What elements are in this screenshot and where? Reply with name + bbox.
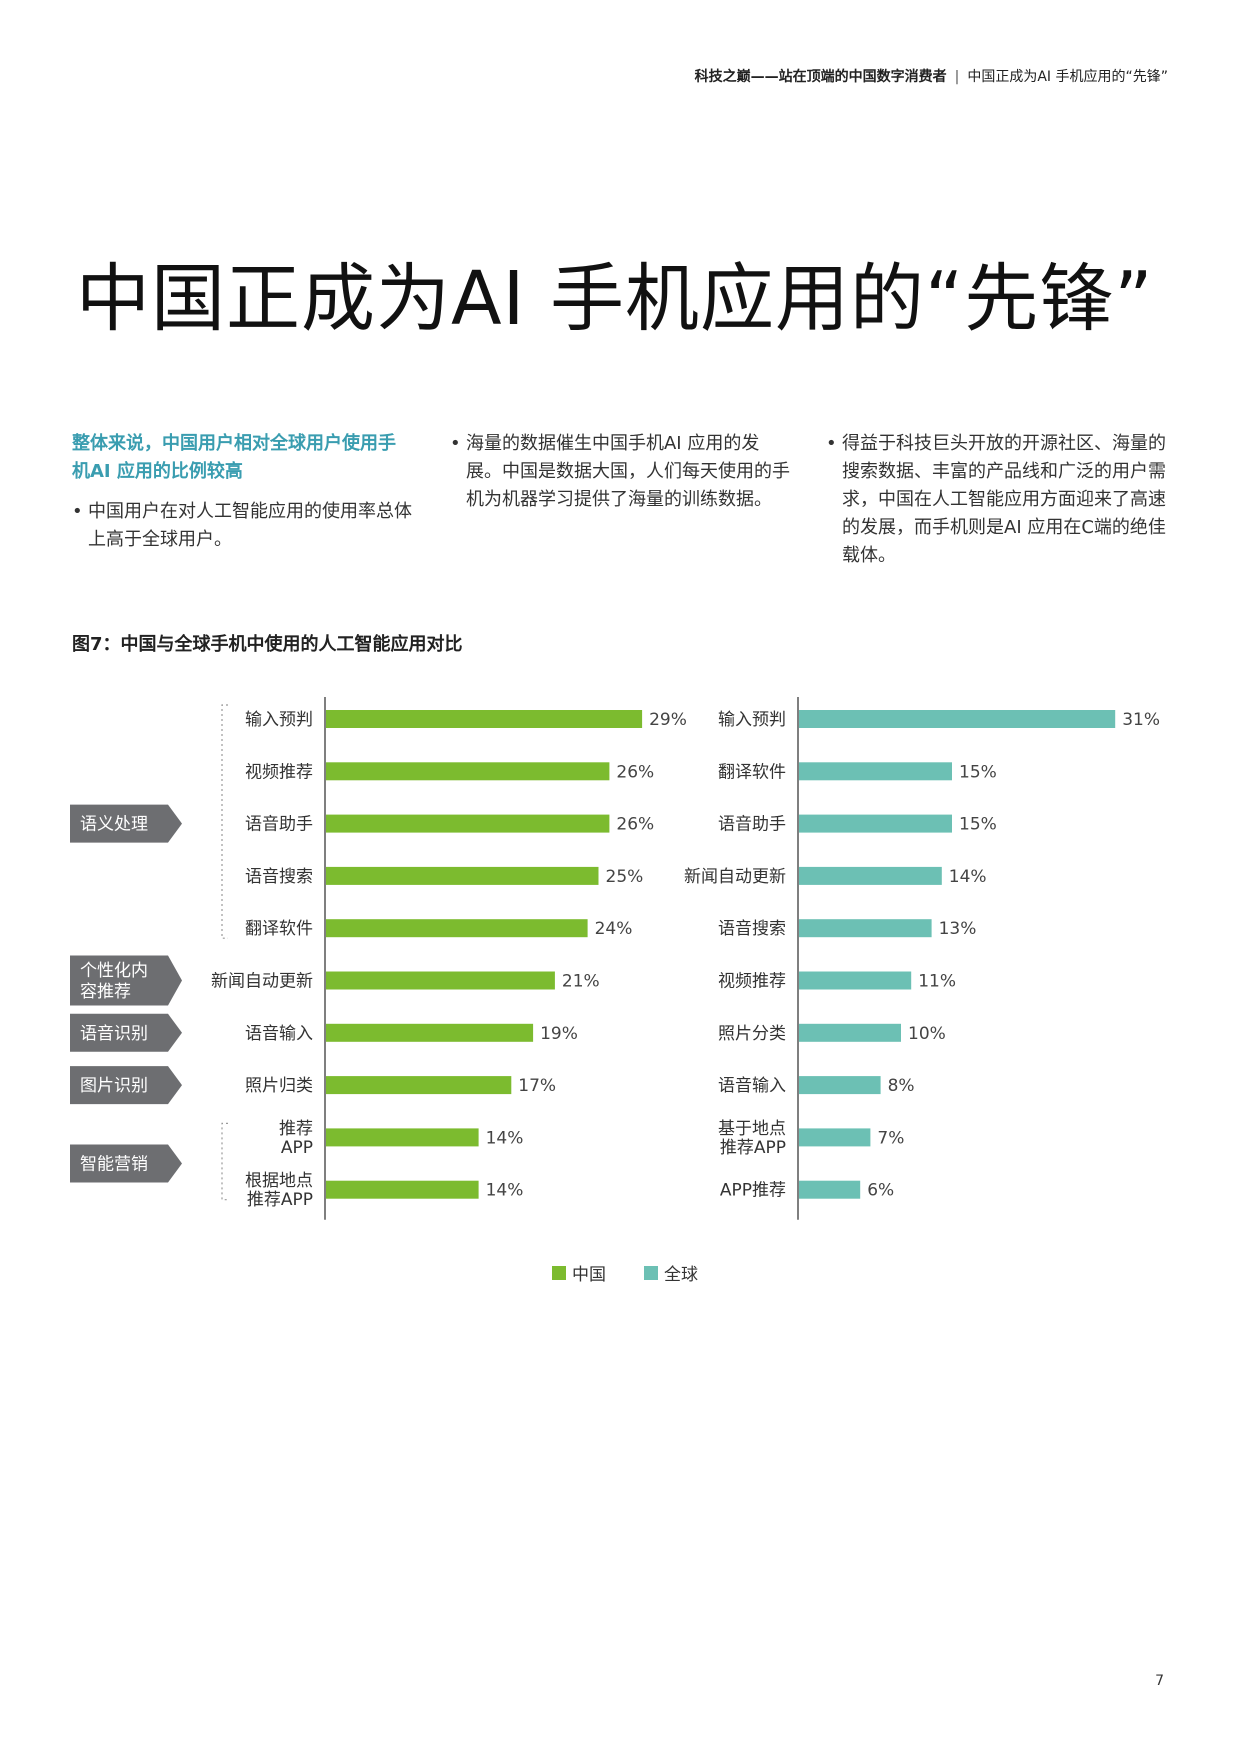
cn-value-label-5: 21% [562, 971, 600, 991]
cn-category-label-4: 翻译软件 [245, 919, 313, 939]
group-tag-3 [70, 1066, 182, 1105]
cn-value-label-6: 19% [540, 1024, 578, 1044]
group-bracket-0 [221, 704, 228, 939]
legend-item-china: 中国 [552, 1260, 606, 1285]
gl-value-label-1: 15% [959, 762, 997, 782]
gl-category-label-8: 基于地点推荐APP [718, 1119, 786, 1158]
group-tag-label-2: 语音识别 [80, 1024, 148, 1044]
group-bracket-4 [221, 1122, 228, 1201]
gl-bar-3 [799, 866, 942, 885]
gl-bar-1 [799, 762, 952, 781]
intro-bullet-2: 海量的数据催生中国手机AI 应用的发展。中国是数据大国，人们每天使用的手机为机器… [450, 430, 795, 514]
cn-bar-9 [326, 1180, 479, 1199]
group-tag-label-4: 智能营销 [80, 1155, 148, 1175]
gl-category-label-3: 新闻自动更新 [684, 867, 786, 887]
group-tag-label-3: 图片识别 [80, 1076, 148, 1096]
gl-category-label-2: 语音助手 [718, 815, 786, 835]
cn-category-label-0: 输入预判 [245, 710, 313, 730]
legend-swatch-china [552, 1265, 566, 1280]
gl-category-label-4: 语音搜索 [718, 919, 786, 939]
gl-bar-5 [799, 971, 912, 990]
gl-bar-9 [799, 1180, 861, 1199]
cn-bar-5 [326, 971, 555, 990]
cn-category-label-5: 新闻自动更新 [211, 971, 313, 991]
cn-bar-2 [326, 814, 610, 833]
gl-value-label-4: 13% [939, 919, 977, 939]
group-tag-1 [70, 955, 182, 1006]
group-tag-4 [70, 1144, 182, 1183]
report-title: 科技之巅——站在顶端的中国数字消费者 [694, 69, 947, 85]
intro-column-2: 海量的数据催生中国手机AI 应用的发展。中国是数据大国，人们每天使用的手机为机器… [450, 430, 795, 514]
cn-category-label-7: 照片归类 [245, 1076, 313, 1096]
intro-bullet-1: 中国用户在对人工智能应用的使用率总体上高于全球用户。 [72, 498, 412, 554]
intro-bullet-3: 得益于科技巨头开放的开源社区、海量的搜索数据、丰富的产品线和广泛的用户需求，中国… [826, 430, 1171, 570]
gl-bar-6 [799, 1023, 901, 1042]
gl-value-label-2: 15% [959, 815, 997, 835]
cn-bar-1 [326, 762, 610, 781]
cn-bar-3 [326, 866, 599, 885]
intro-column-3: 得益于科技巨头开放的开源社区、海量的搜索数据、丰富的产品线和广泛的用户需求，中国… [826, 430, 1171, 570]
group-tag-label-1: 个性化内容推荐 [80, 961, 148, 1002]
gl-category-label-1: 翻译软件 [718, 762, 786, 782]
cn-bar-8 [326, 1128, 479, 1147]
section-title: 中国正成为AI 手机应用的“先锋” [967, 69, 1168, 85]
legend-label-china: 中国 [572, 1265, 606, 1285]
page-number: 7 [1155, 1673, 1164, 1689]
cn-value-label-0: 29% [649, 710, 687, 730]
cn-category-label-3: 语音搜索 [245, 867, 313, 887]
cn-value-label-1: 26% [616, 762, 654, 782]
cn-bar-6 [326, 1023, 534, 1042]
page-title: 中国正成为AI 手机应用的“先锋” [76, 256, 1154, 342]
cn-value-label-9: 14% [486, 1181, 524, 1201]
gl-bar-8 [799, 1128, 871, 1147]
group-tag-label-0: 语义处理 [80, 815, 148, 835]
gl-category-label-0: 输入预判 [718, 710, 786, 730]
gl-value-label-9: 6% [867, 1181, 894, 1201]
cn-category-label-9: 根据地点推荐APP [245, 1171, 313, 1210]
gl-category-label-5: 视频推荐 [718, 971, 786, 991]
cn-value-label-3: 25% [606, 867, 644, 887]
intro-column-1: 整体来说，中国用户相对全球用户使用手机AI 应用的比例较高 中国用户在对人工智能… [72, 430, 412, 554]
cn-value-label-7: 17% [518, 1076, 556, 1096]
gl-value-label-8: 7% [877, 1128, 904, 1148]
header-separator: | [954, 69, 960, 85]
gl-value-label-7: 8% [888, 1076, 915, 1096]
chart-legend: 中国 全球 [552, 1260, 698, 1285]
cn-value-label-2: 26% [616, 815, 654, 835]
group-tag-0 [70, 804, 182, 843]
gl-category-label-6: 照片分类 [718, 1024, 786, 1044]
legend-item-global: 全球 [644, 1260, 698, 1285]
cn-category-label-1: 视频推荐 [245, 762, 313, 782]
gl-bar-0 [799, 710, 1116, 728]
gl-value-label-5: 11% [918, 971, 956, 991]
gl-bar-2 [799, 814, 952, 833]
gl-value-label-3: 14% [949, 867, 987, 887]
running-header: 科技之巅——站在顶端的中国数字消费者 | 中国正成为AI 手机应用的“先锋” [695, 66, 1168, 86]
cn-category-label-6: 语音输入 [245, 1024, 313, 1044]
gl-value-label-6: 10% [908, 1024, 946, 1044]
gl-category-label-7: 语音输入 [718, 1076, 786, 1096]
cn-value-label-4: 24% [595, 919, 633, 939]
cn-category-label-2: 语音助手 [245, 815, 313, 835]
cn-category-label-8: 推荐 APP [279, 1119, 313, 1158]
cn-value-label-8: 14% [486, 1128, 524, 1148]
cn-bar-0 [326, 710, 643, 728]
gl-value-label-0: 31% [1122, 710, 1160, 730]
gl-bar-7 [799, 1076, 881, 1095]
gl-bar-4 [799, 919, 932, 938]
gl-category-label-9: APP推荐 [720, 1181, 786, 1201]
cn-bar-4 [326, 919, 588, 938]
intro-lead: 整体来说，中国用户相对全球用户使用手机AI 应用的比例较高 [72, 433, 396, 482]
cn-bar-7 [326, 1076, 512, 1095]
legend-label-global: 全球 [664, 1265, 698, 1285]
group-tag-2 [70, 1013, 182, 1052]
legend-swatch-global [644, 1265, 658, 1280]
figure-title: 图7：中国与全球手机中使用的人工智能应用对比 [72, 634, 463, 655]
